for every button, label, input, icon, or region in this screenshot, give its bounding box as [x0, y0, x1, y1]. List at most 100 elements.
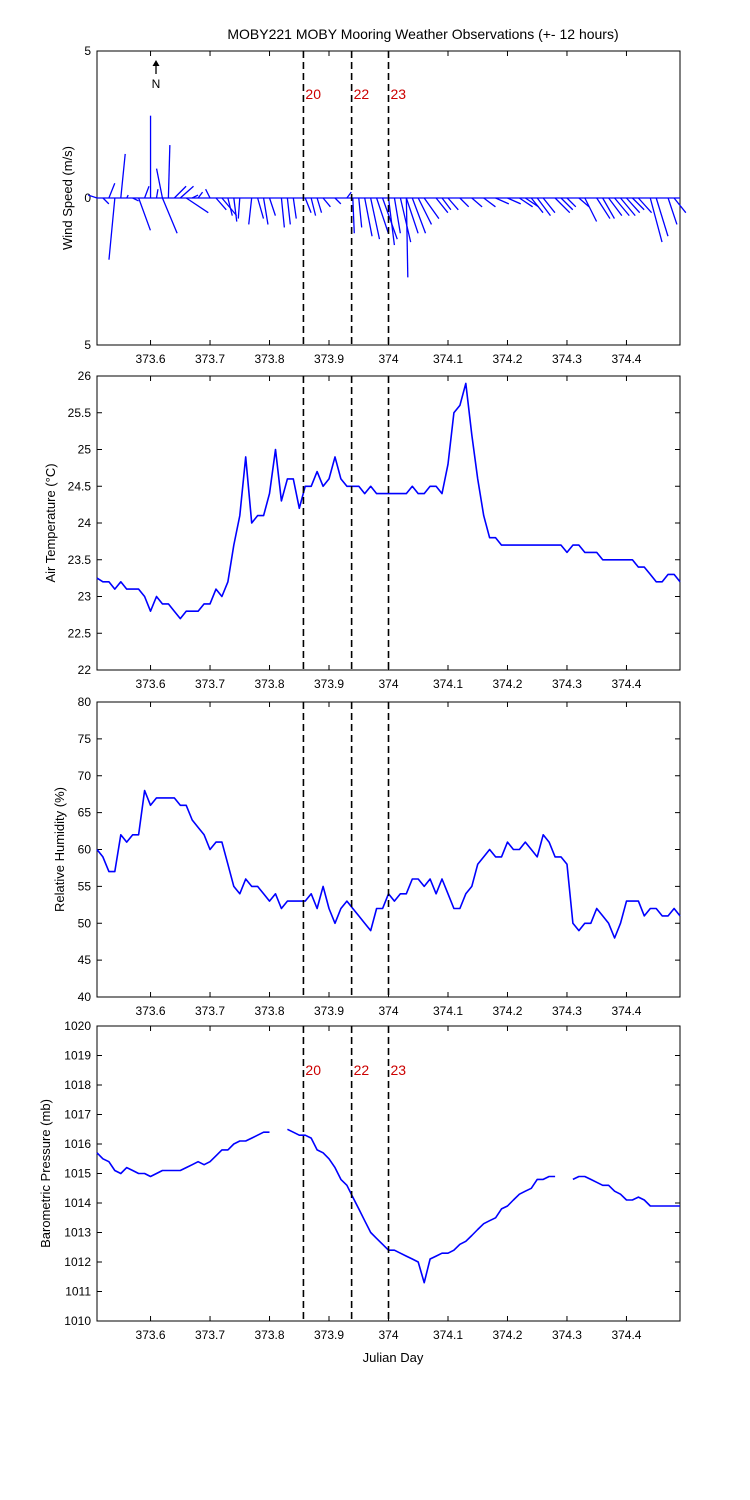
- y-tick-label: 1016: [64, 1137, 91, 1151]
- x-tick-label: 374.2: [492, 352, 522, 366]
- y-tick-label: 80: [78, 695, 92, 709]
- x-tick-label: 373.9: [314, 1004, 344, 1018]
- wind-vector: [197, 191, 204, 199]
- y-tick-label: 1014: [64, 1196, 91, 1210]
- wind-vector: [560, 197, 574, 211]
- wind-vector: [602, 197, 615, 219]
- wind-vector: [155, 168, 164, 199]
- x-tick-label: 374: [378, 1328, 398, 1342]
- wind-vector: [608, 197, 623, 217]
- wind-vector: [191, 194, 199, 199]
- panel-4: 373.6 373.7 373.8 373.9 374 374.1 374.2 374.3 37…: [38, 1019, 681, 1342]
- x-tick-label: 373.9: [314, 677, 344, 691]
- x-tick-label: 374: [378, 677, 398, 691]
- wind-vector: [399, 197, 412, 243]
- y-axis-label: Wind Speed (m/s): [60, 146, 75, 250]
- wind-vector: [614, 197, 630, 217]
- x-axis-label: Julian Day: [363, 1350, 424, 1365]
- panel-3: 373.6 373.7 373.8 373.9 374 374.1 374.2 374.3 37…: [52, 695, 681, 1018]
- wind-vector: [358, 197, 363, 228]
- y-tick-label: 1015: [64, 1167, 91, 1181]
- wind-vector: [637, 197, 653, 214]
- x-tick-label: 374.4: [611, 1004, 641, 1018]
- wind-vector: [596, 197, 611, 219]
- wind-vector: [507, 197, 521, 205]
- wind-vector: [584, 197, 598, 222]
- wind-vector: [673, 197, 687, 214]
- panel-1: 373.6 373.7 373.8 373.9 374 374.1 374.2 374.3 37…: [60, 44, 687, 366]
- x-tick-label: 373.7: [195, 1004, 225, 1018]
- event-label: 23: [391, 1062, 407, 1078]
- y-tick-label: 0: [84, 191, 91, 205]
- x-tick-label: 373.9: [314, 352, 344, 366]
- wind-vector: [132, 197, 139, 202]
- wind-vector: [310, 197, 317, 216]
- y-axis-label: Air Temperature (°C): [43, 463, 58, 582]
- y-tick-label: 23.5: [68, 553, 92, 567]
- wind-vector: [262, 197, 269, 225]
- wind-vector: [566, 197, 577, 208]
- wind-vector: [471, 197, 483, 208]
- wind-vector: [179, 185, 194, 199]
- wind-vector: [649, 197, 663, 243]
- wind-vector: [417, 197, 433, 225]
- wind-vector: [108, 197, 116, 260]
- y-tick-label: 5: [84, 44, 91, 58]
- wind-vector: [138, 197, 152, 231]
- y-tick-label: 25.5: [68, 406, 92, 420]
- x-tick-label: 373.6: [136, 1328, 166, 1342]
- panels: 373.6 373.7 373.8 373.9 374 374.1 374.2 374.3 37…: [38, 44, 687, 1342]
- wind-vector: [205, 188, 211, 199]
- wind-vector: [304, 197, 312, 213]
- wind-vector: [381, 197, 398, 240]
- y-tick-label: 1019: [64, 1049, 91, 1063]
- x-tick-label: 374.4: [611, 1328, 641, 1342]
- x-tick-label: 373.8: [255, 1328, 285, 1342]
- x-tick-label: 374.3: [552, 1328, 582, 1342]
- wind-vector: [173, 185, 187, 199]
- y-tick-label: 40: [78, 990, 92, 1004]
- figure-title: MOBY221 MOBY Mooring Weather Observation…: [227, 26, 618, 42]
- y-tick-label: 1013: [64, 1226, 91, 1240]
- wind-vector: [102, 197, 110, 205]
- wind-vector: [393, 197, 401, 234]
- wind-vector: [346, 191, 352, 199]
- x-tick-label: 373.7: [195, 1328, 225, 1342]
- event-label: 22: [354, 1062, 370, 1078]
- wind-vector: [108, 183, 116, 199]
- wind-vector: [631, 197, 645, 211]
- wind-vector: [447, 197, 459, 211]
- x-tick-label: 373.6: [136, 352, 166, 366]
- y-tick-label: 1010: [64, 1314, 91, 1328]
- x-tick-label: 374.1: [433, 1328, 463, 1342]
- y-tick-label: 26: [78, 369, 92, 383]
- wind-vector: [405, 197, 419, 234]
- x-tick-label: 373.7: [195, 677, 225, 691]
- wind-vector: [483, 197, 496, 208]
- wind-vector: [530, 197, 544, 214]
- wind-vector: [126, 194, 129, 199]
- y-tick-label: 1012: [64, 1255, 91, 1269]
- north-arrow-head: [152, 60, 160, 66]
- wind-vector: [233, 197, 238, 222]
- wind-vector: [352, 197, 355, 234]
- y-tick-label: 45: [78, 953, 92, 967]
- wind-vector: [364, 197, 373, 237]
- wind-vector: [411, 197, 427, 234]
- wind-vector: [459, 197, 470, 208]
- y-tick-label: 1020: [64, 1019, 91, 1033]
- y-axis-label: Barometric Pressure (mb): [38, 1099, 53, 1248]
- wind-vector: [519, 197, 533, 208]
- wind-vector: [620, 197, 636, 217]
- x-tick-label: 374.4: [611, 677, 641, 691]
- wind-vector: [542, 197, 556, 214]
- x-tick-label: 373.6: [136, 1004, 166, 1018]
- x-tick-label: 374.1: [433, 677, 463, 691]
- wind-vector: [625, 197, 641, 214]
- wind-vector: [292, 197, 297, 219]
- x-tick-label: 373.8: [255, 677, 285, 691]
- wind-vector: [387, 197, 396, 246]
- y-tick-label: 23: [78, 590, 92, 604]
- x-tick-label: 374.1: [433, 1004, 463, 1018]
